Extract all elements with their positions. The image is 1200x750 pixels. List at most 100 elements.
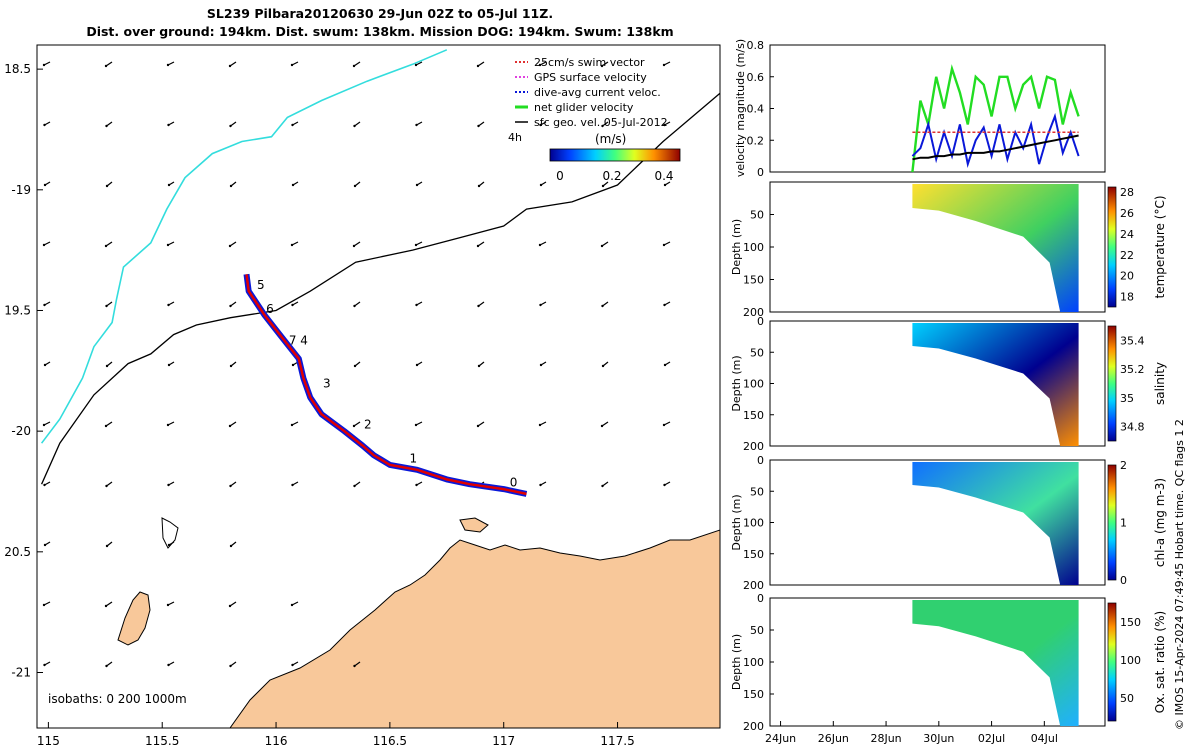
geo-arrow-head [353, 304, 356, 308]
map-ytick-label: -19 [11, 183, 31, 197]
geo-arrow-head [105, 544, 109, 548]
map-ytick-label: 20.5 [4, 545, 31, 559]
map-xtick-label: 115 [37, 734, 60, 748]
geo-arrow-head [167, 303, 170, 307]
section-xtick-label: 26Jun [818, 732, 849, 745]
geo-arrow-head [477, 124, 480, 128]
section-ytick-label: 150 [743, 274, 764, 287]
day-label: 5 [257, 278, 265, 292]
geo-arrow [229, 601, 237, 607]
geo-arrow [229, 61, 237, 67]
geo-arrow-head [601, 364, 605, 368]
geo-arrow-head [105, 184, 109, 188]
geo-arrow-head [539, 363, 543, 367]
section-ylabel: Depth (m) [730, 634, 743, 690]
geo-arrow-head [290, 603, 294, 607]
geo-arrow-head [42, 603, 46, 607]
geo-arrow-head [166, 63, 170, 67]
geo-arrow-head [353, 124, 356, 128]
section-ytick-label: 50 [750, 209, 764, 222]
geo-arrow [105, 601, 113, 607]
geo-arrow-head [538, 243, 542, 247]
map-xtick-label: 115.5 [145, 734, 179, 748]
velocity-frame [769, 44, 1106, 173]
geo-arrow-head [352, 64, 356, 68]
geo-arrow [229, 421, 237, 427]
geo-arrow-head [104, 244, 108, 248]
geo-arrow-head [477, 184, 481, 188]
section-colorbar-label: Ox. sat. ratio (%) [1153, 611, 1167, 713]
isobath-label: isobaths: 0 200 1000m [48, 692, 187, 706]
section-ytick-label: 0 [757, 454, 764, 467]
geo-arrow-head [291, 183, 295, 187]
geo-arrow-head [353, 484, 356, 488]
section-ytick-label: 100 [743, 517, 764, 530]
map-title-line-2: Dist. over ground: 194km. Dist. swum: 13… [86, 24, 674, 39]
geo-arrow-head [415, 123, 418, 127]
geo-arrow [353, 241, 361, 247]
geo-arrow-head [415, 363, 419, 367]
glider-track-swim [245, 274, 527, 496]
section-panel-oxygen: 0 50 100 150 200 Depth (m) 50 100 150 Ox. sat. ra… [730, 592, 1167, 733]
section-colorbar-tick: 24 [1120, 228, 1134, 241]
geo-arrow [229, 241, 237, 247]
legend-swim-label: 25cm/s swim vector [534, 56, 645, 69]
land-mass [229, 529, 720, 728]
map-ytick-label: 19.5 [4, 303, 31, 317]
section-ytick-label: 100 [743, 241, 764, 254]
geo-arrow-head [477, 364, 481, 368]
geo-arrow-head [229, 484, 232, 488]
geo-arrow-head [601, 184, 605, 188]
colorbar-tick-2: 0.4 [654, 169, 673, 183]
geo-arrow-head [600, 424, 604, 428]
velocity-panel: 0 0.2 0.4 0.6 0.8 velocity magnitude (m/s) [734, 39, 1106, 179]
geo-arrow-head [43, 483, 46, 487]
geo-arrow-head [662, 63, 666, 67]
section-colorbar [1107, 464, 1117, 581]
section-colorbar [1107, 186, 1117, 308]
geo-arrow-head [291, 363, 295, 367]
section-colorbar [1107, 602, 1117, 722]
geo-arrow-head [291, 123, 294, 127]
geo-arrow-head [167, 183, 171, 187]
geo-arrow-head [600, 244, 604, 248]
geo-arrow-head [229, 124, 232, 128]
section-colorbar-tick: 0 [1120, 574, 1127, 587]
geo-arrow-head [538, 63, 542, 67]
section-xtick-label: 04Jul [1031, 732, 1058, 745]
geo-arrow-head [476, 424, 480, 428]
geo-arrow-head [663, 483, 666, 487]
section-colorbar-tick: 35.4 [1120, 334, 1145, 347]
section-data-field [912, 462, 1079, 585]
section-ytick-label: 100 [743, 378, 764, 391]
section-xtick-label: 28Jun [870, 732, 901, 745]
geo-arrow-head [539, 303, 542, 307]
geo-arrow-head [663, 183, 667, 187]
geo-arrow-head [290, 423, 294, 427]
geo-arrow-head [43, 123, 46, 127]
geo-arrow [105, 421, 113, 427]
geo-arrow-head [43, 363, 47, 367]
section-colorbar-label: chl-a (mg m-3) [1153, 478, 1167, 567]
vel-ytick-label: 0.6 [747, 71, 765, 84]
section-colorbar-tick: 35.2 [1120, 363, 1145, 376]
geo-arrow-head [291, 303, 294, 307]
island-large [117, 591, 151, 646]
geo-arrow-head [166, 423, 170, 427]
geo-arrow-head [663, 123, 666, 127]
vel-ytick-label: 0.8 [747, 39, 765, 52]
section-ytick-label: 0 [757, 592, 764, 605]
geo-arrow [477, 241, 485, 247]
velocity-ticks: 0 0.2 0.4 0.6 0.8 [747, 39, 774, 179]
section-ytick-label: 150 [743, 409, 764, 422]
section-colorbar-tick: 35 [1120, 392, 1134, 405]
section-xtick-label: 02Jul [978, 732, 1005, 745]
legend-dive-label: dive-avg current veloc. [534, 86, 661, 99]
geo-arrow-head [415, 183, 419, 187]
map-panel: 1 2 3 4 56 7 0 115 115.5 116 116.5 117 117.5 18.5 -19… [4, 44, 721, 748]
map-legend: 25cm/s swim vector GPS surface velocity … [508, 56, 681, 183]
section-colorbar-tick: 18 [1120, 291, 1134, 304]
velocity-series-line [911, 64, 1080, 173]
section-ylabel: Depth (m) [730, 494, 743, 550]
